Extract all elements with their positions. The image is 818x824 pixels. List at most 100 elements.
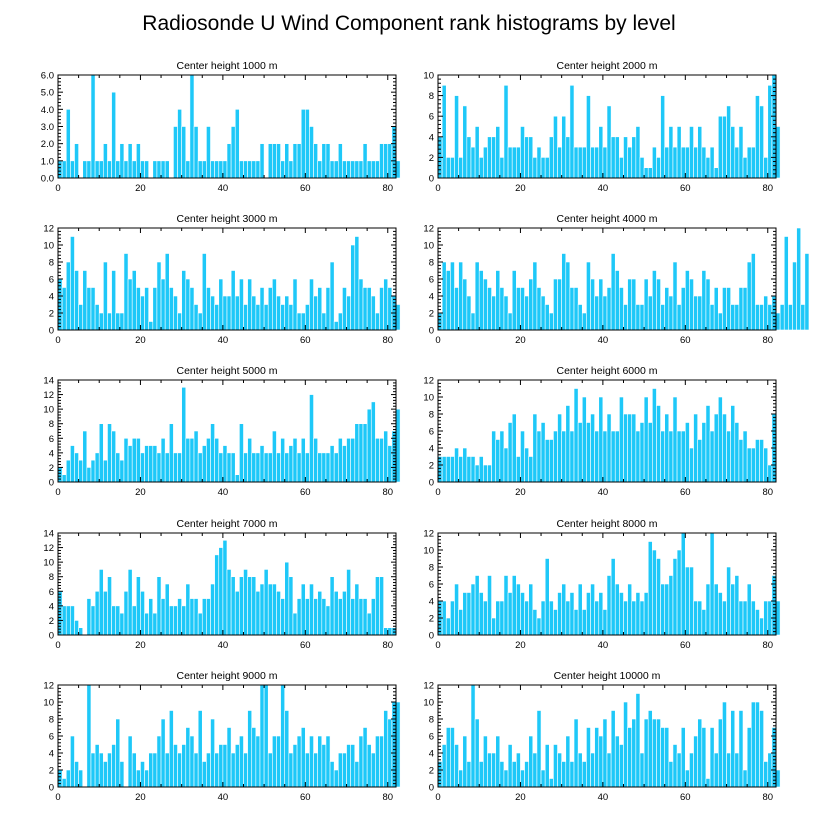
histogram-panel: Center height 2000 m 0 20 40 60 80 0 2 4 6 8 10: [423, 60, 781, 194]
histogram-bar: [181, 744, 187, 788]
histogram-bar: [470, 684, 476, 788]
x-tick-label: 60: [300, 792, 311, 803]
histogram-bar: [730, 304, 736, 331]
histogram-bar: [441, 85, 447, 179]
histogram-bar: [119, 612, 125, 636]
histogram-bar: [750, 701, 756, 788]
histogram-bar: [759, 304, 764, 331]
histogram-bar: [375, 437, 380, 483]
histogram-bar: [548, 136, 554, 179]
histogram-bar: [495, 439, 501, 483]
histogram-bar: [553, 430, 558, 483]
histogram-bar: [181, 270, 187, 331]
histogram-bar: [210, 423, 215, 483]
histogram-bar: [296, 143, 302, 179]
histogram-bar: [123, 590, 129, 636]
histogram-bar: [738, 439, 744, 483]
histogram-bar: [230, 270, 236, 331]
histogram-bar: [499, 761, 505, 788]
histogram-bar: [160, 598, 166, 636]
histogram-bar: [734, 752, 740, 788]
histogram-bar: [581, 761, 587, 788]
histogram-bar: [127, 569, 133, 636]
histogram-bar: [222, 160, 228, 179]
histogram-bar: [189, 735, 195, 788]
histogram-bar: [218, 278, 224, 331]
histogram-bar: [362, 727, 368, 788]
y-tick-label: 10: [423, 71, 434, 82]
y-tick-label: 2: [429, 614, 434, 625]
histogram-bar: [759, 617, 764, 636]
histogram-bar: [309, 394, 314, 483]
histogram-bar: [152, 612, 158, 636]
histogram-bar: [474, 575, 480, 636]
bar-series: [57, 539, 397, 636]
histogram-bar: [251, 727, 257, 788]
histogram-bar: [705, 157, 711, 179]
histogram-bar: [387, 287, 393, 331]
y-tick-label: 0: [429, 326, 434, 337]
y-tick-label: 12: [43, 543, 54, 554]
bar-series: [57, 684, 401, 788]
histogram-bar: [57, 590, 63, 636]
histogram-bar: [606, 413, 612, 483]
histogram-bar: [103, 590, 108, 636]
histogram-bar: [672, 146, 678, 179]
histogram-bar: [660, 727, 666, 788]
histogram-bar: [685, 270, 690, 331]
histogram-bar: [247, 278, 253, 331]
histogram-bar: [643, 396, 649, 483]
histogram-bar: [507, 422, 513, 483]
histogram-bar: [370, 752, 376, 788]
histogram-bar: [350, 744, 356, 788]
histogram-bar: [553, 115, 558, 179]
histogram-bar: [639, 600, 645, 636]
histogram-bar: [201, 598, 207, 636]
histogram-bar: [557, 752, 562, 788]
histogram-bar: [536, 710, 542, 788]
histogram-bar: [532, 752, 538, 788]
histogram-bar: [210, 160, 215, 179]
histogram-bar: [181, 126, 187, 179]
histogram-bar: [61, 287, 67, 331]
histogram-bar: [131, 437, 137, 483]
histogram-bar: [635, 304, 641, 331]
histogram-bar: [652, 270, 657, 331]
histogram-bar: [313, 437, 318, 483]
x-tick-label: 20: [515, 792, 526, 803]
histogram-bar: [779, 304, 785, 331]
histogram-bar: [660, 430, 666, 483]
y-tick-label: 8: [49, 419, 54, 430]
histogram-bar: [454, 447, 459, 483]
histogram-bar: [337, 437, 343, 483]
histogram-bar: [292, 612, 298, 636]
histogram-bar: [342, 160, 347, 179]
histogram-bar: [528, 583, 534, 636]
histogram-bar: [362, 423, 368, 483]
histogram-bar: [441, 456, 447, 483]
histogram-bar: [528, 456, 534, 483]
histogram-bar: [750, 253, 756, 331]
histogram-bar: [722, 287, 727, 331]
histogram-bar: [74, 620, 79, 636]
histogram-bar: [462, 735, 468, 788]
histogram-bar: [70, 236, 75, 331]
histogram-bar: [742, 769, 748, 788]
histogram-bar: [548, 600, 554, 636]
histogram-bar: [251, 295, 257, 331]
histogram-bar: [524, 761, 529, 788]
histogram-bar: [94, 744, 100, 788]
histogram-bar: [499, 600, 505, 636]
histogram-bar: [78, 304, 84, 331]
histogram-bar: [156, 735, 162, 788]
histogram-bar: [548, 778, 554, 788]
histogram-bar: [115, 452, 121, 483]
histogram-bar: [697, 439, 703, 483]
histogram-bar: [647, 541, 653, 636]
histogram-bar: [693, 600, 698, 636]
histogram-bar: [623, 600, 628, 636]
histogram-bar: [495, 735, 501, 788]
histogram-bar: [730, 126, 736, 179]
histogram-bar: [57, 278, 63, 331]
histogram-bar: [103, 261, 108, 331]
